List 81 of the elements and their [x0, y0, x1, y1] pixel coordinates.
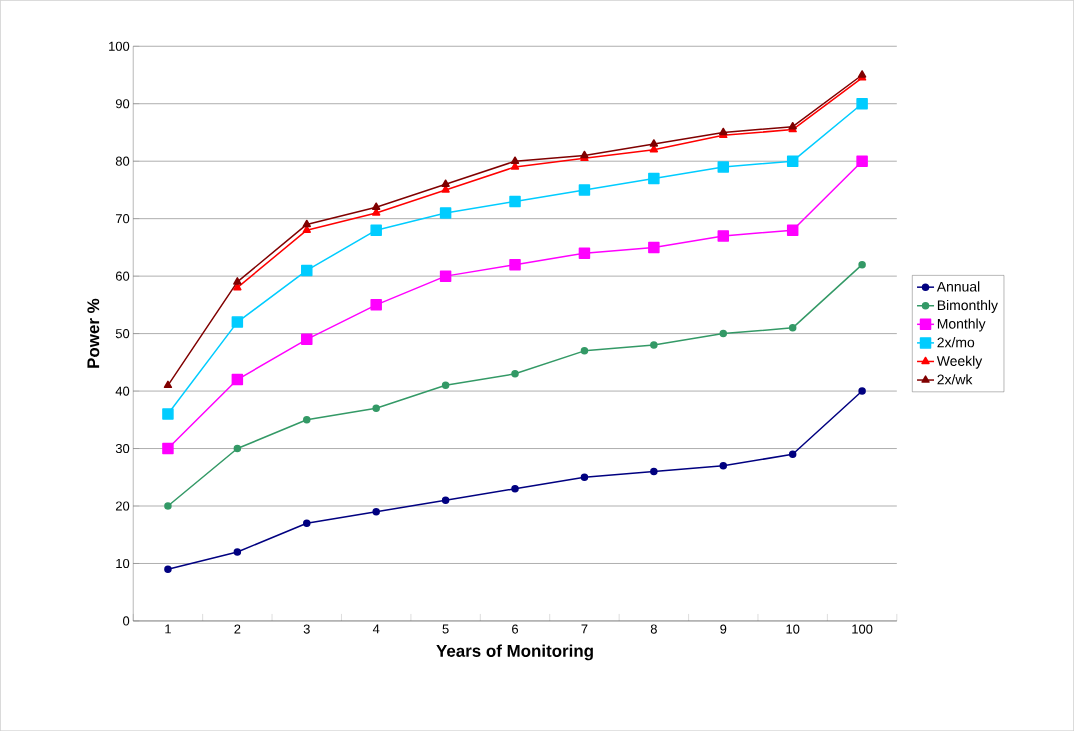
point [372, 404, 380, 412]
point [578, 247, 591, 259]
point [162, 408, 174, 420]
point [370, 299, 382, 311]
point [650, 467, 658, 476]
point [717, 161, 730, 173]
legend-label: Annual [936, 281, 980, 292]
point [233, 277, 242, 285]
x-tick-label: 9 [720, 624, 727, 634]
point [509, 258, 521, 271]
x-tick-label: 10 [786, 624, 800, 634]
point [441, 496, 450, 504]
y-tick-label: 40 [115, 386, 130, 396]
point [441, 179, 450, 187]
y-tick-label: 80 [115, 156, 130, 166]
point [719, 329, 728, 338]
x-tick-label: 1 [165, 624, 171, 634]
y-tick-label: 10 [116, 558, 130, 568]
y-tick-label: 50 [115, 328, 130, 339]
point [648, 172, 660, 185]
point [788, 324, 797, 332]
y-tick-label: 20 [115, 501, 130, 511]
x-tick-label: 8 [650, 624, 657, 634]
point [301, 264, 313, 277]
point [856, 97, 868, 110]
point [372, 507, 380, 516]
point [164, 502, 172, 510]
point [303, 415, 311, 424]
point [786, 224, 799, 236]
point [511, 369, 519, 378]
legend-label: Bimonthly [937, 299, 998, 313]
point [162, 442, 174, 455]
x-tick-label: 100 [852, 624, 873, 634]
x-tick-label: 2 [234, 624, 241, 634]
x-tick-label: 5 [442, 624, 449, 634]
point [649, 139, 659, 147]
point [441, 381, 450, 389]
point [231, 316, 244, 328]
point [371, 202, 381, 210]
point [439, 207, 452, 219]
point [510, 156, 520, 164]
x-axis-title: Years of Monitoring [436, 644, 593, 661]
point [233, 444, 242, 453]
point [719, 461, 728, 470]
y-tick-label: 30 [115, 443, 130, 454]
point [163, 380, 173, 388]
point [509, 195, 521, 208]
x-tick-label: 6 [512, 624, 519, 634]
point [858, 260, 866, 269]
point [856, 155, 868, 167]
y-tick-label: 0 [123, 616, 130, 626]
point [578, 184, 591, 196]
x-tick-label: 7 [581, 624, 588, 634]
point [580, 347, 589, 355]
point [788, 450, 797, 458]
y-tick-label: 100 [109, 41, 130, 51]
point [786, 155, 799, 167]
legend-label: 2x/mo [937, 337, 975, 348]
point [370, 224, 382, 236]
y-axis-title: Power % [87, 298, 100, 368]
point [650, 341, 658, 349]
point [580, 473, 589, 481]
x-tick-label: 4 [372, 624, 380, 634]
y-tick-label: 90 [115, 99, 130, 109]
legend-label: Monthly [937, 318, 986, 332]
point [301, 333, 313, 345]
point [233, 548, 242, 556]
legend-label: 2x/wk [937, 374, 973, 385]
x-tick-label: 3 [303, 624, 310, 634]
y-tick-label: 70 [115, 213, 130, 224]
point [231, 373, 244, 386]
y-tick-label: 60 [115, 271, 130, 281]
point [648, 241, 660, 254]
point [303, 519, 311, 527]
point [439, 270, 452, 282]
point [164, 565, 172, 573]
point [302, 219, 311, 228]
point [511, 484, 519, 493]
point [717, 230, 730, 242]
point [858, 387, 866, 395]
legend-label: Weekly [936, 355, 983, 369]
